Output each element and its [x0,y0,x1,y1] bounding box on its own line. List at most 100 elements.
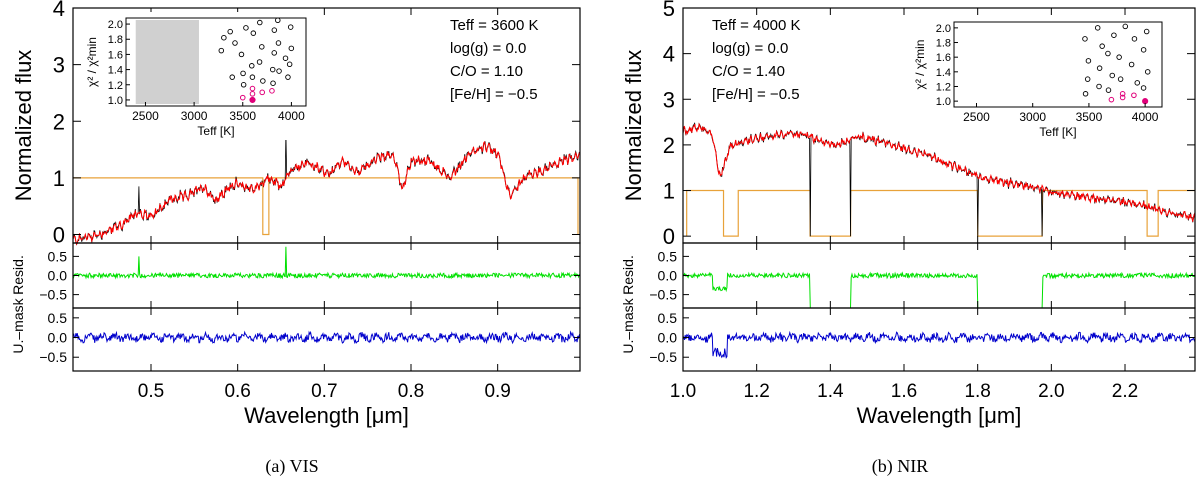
nir-resid-ytick-label: 0.0 [658,268,678,284]
vis-unmasked-residual-line [72,330,581,345]
nir-umask-ytick-label: 0.0 [658,330,678,346]
nir-inset-point [1105,50,1111,57]
nir-inset-point [1085,58,1092,64]
vis-inset-xtick-label: 3500 [229,109,256,123]
vis-inset-point [227,28,233,35]
vis-param-0: Teff = 3600 K [450,17,539,34]
vis-inset-best-fit-point [249,96,256,104]
vis-inset-point [271,27,278,33]
nir-inset-point [1082,91,1089,97]
nir-flux-ytick-label: 2 [663,133,675,158]
vis-flux-ytick-label: 0 [53,223,65,248]
vis-model-spectrum [72,140,581,246]
vis-inset-x-label: Teff [K] [197,124,234,138]
vis-resid-ytick-label: −0.5 [39,287,67,303]
nir-inset-frame [953,21,1163,108]
nir-inset-point [1109,72,1115,79]
nir-inset-point [1117,76,1124,82]
nir-inset-point [1144,69,1151,75]
nir-inset-ytick-label: 1.4 [936,67,951,79]
nir-x-axis-label: Wavelength [μm] [857,403,1022,428]
caption-vis: (a) VIS [265,456,319,476]
vis-inset-ytick-label: 1.8 [108,34,123,46]
vis-xtick-label: 0.5 [138,381,164,402]
vis-inset-point [229,74,235,80]
vis-umask-ytick-label: −0.5 [39,349,67,365]
nir-flux-ytick-label: 0 [663,224,675,249]
vis-param-3: [Fe/H] = −0.5 [450,86,538,103]
vis-xtick-label: 0.6 [224,381,250,402]
vis-flux-ytick-label: 3 [53,53,65,78]
vis-inset-ytick-label: 1.6 [108,49,123,61]
vis-umask-ytick-label: 0.5 [48,310,68,326]
nir-inset-best-fit-point [1142,98,1149,105]
vis-inset-point [260,78,266,84]
vis-param-1: log(g) = 0.0 [450,40,526,57]
nir-inset-point [1131,36,1138,42]
nir-flux-y-label: Normalized flux [621,50,646,202]
nir-flux-ytick-label: 5 [663,0,675,21]
nir-inset-point [1082,36,1088,42]
nir-inset-point [1140,47,1147,53]
nir-inset-near-fit-point [1131,92,1137,99]
vis-inset-point [288,45,295,52]
vis-resid-ytick-label: 0.5 [48,248,68,264]
vis-inset-frame [125,17,307,107]
vis-inset-point [282,55,289,61]
vis-inset-ytick-label: 1.0 [108,95,123,107]
nir-xtick-label: 1.2 [743,381,769,402]
nir-inset-ytick-label: 1.8 [936,38,951,50]
vis-resid-ytick-label: 0.0 [48,268,68,284]
vis-inset-near-fit-point [239,94,246,101]
vis-flux-y-label: Normalized flux [11,50,36,202]
vis-inset-near-fit-point [259,89,266,96]
nir-xtick-label: 1.4 [817,381,844,402]
vis-inset-excluded-band [135,20,199,104]
nir-param-3: [Fe/H] = −0.5 [712,86,800,103]
vis-flux-ytick-label: 2 [53,109,65,134]
nir-inset-point [1096,65,1103,71]
nir-inset-point [1128,61,1135,68]
vis-observed-spectrum [72,132,581,246]
nir-inset-near-fit-point [1108,96,1115,103]
nir-umask-ytick-label: 0.5 [658,310,678,326]
vis-param-2: C/O = 1.10 [450,63,523,80]
vis-inset-point [271,50,277,56]
vis-umask-ytick-label: 0.0 [48,330,68,346]
vis-inset-xtick-label: 2500 [132,109,159,123]
nir-param-1: log(g) = 0.0 [712,40,788,57]
nir-xtick-label: 2.0 [1038,381,1064,402]
nir-inset-point [1122,23,1129,30]
nir-inset-y-label: χ² / χ²min [913,40,927,90]
nir-xtick-label: 1.8 [964,381,990,402]
vis-xtick-label: 0.7 [311,381,337,402]
nir-inset-point [1096,83,1102,90]
nir-inset-point [1084,76,1091,82]
vis-inset-xtick-label: 3000 [181,109,208,123]
nir-inset-point [1094,25,1101,31]
vis-inset-point [240,70,246,77]
vis-xtick-label: 0.8 [398,381,424,402]
vis-inset-point [287,24,294,30]
vis-inset-point [269,66,276,73]
nir-inset-point [1143,28,1150,35]
nir-inset-xtick-label: 4000 [1132,110,1159,124]
vis-inset-ytick-label: 1.2 [108,80,123,92]
nir-inset-near-fit-point [1119,91,1126,97]
nir-resid-ytick-label: 0.5 [658,248,678,264]
vis-flux-ytick-label: 1 [53,166,65,191]
nir-umask-frame [682,307,1196,372]
vis-mask-line [73,177,579,236]
nir-param-2: C/O = 1.40 [712,63,785,80]
vis-inset-point [285,74,291,80]
nir-umask-ytick-label: −0.5 [649,349,677,365]
vis-inset-ytick-label: 2.0 [108,19,123,31]
nir-inset-xtick-label: 3500 [1076,110,1103,124]
vis-residual-line [72,246,581,280]
nir-inset-ytick-label: 1.0 [936,96,951,108]
vis-inset-point [259,44,265,50]
vis-inset-point [270,80,276,86]
vis-inset-point [243,25,249,31]
vis-inset-point [286,61,293,68]
